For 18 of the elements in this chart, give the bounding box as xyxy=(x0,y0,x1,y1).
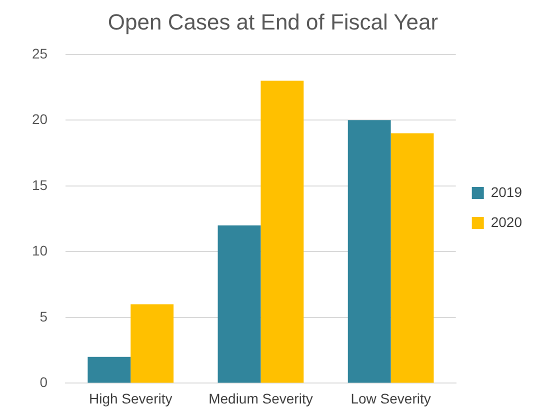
legend-label: 2020 xyxy=(490,214,522,230)
bar xyxy=(218,225,261,383)
bar xyxy=(260,80,304,383)
y-tick-label: 0 xyxy=(40,374,48,390)
y-tick-label: 25 xyxy=(32,45,48,62)
x-tick-label: Low Severity xyxy=(350,390,431,406)
bar xyxy=(348,120,391,383)
x-tick-label: High Severity xyxy=(88,390,172,406)
y-tick-label: 15 xyxy=(32,176,48,193)
bar xyxy=(390,133,434,383)
legend-label: 2019 xyxy=(490,184,522,200)
chart-title: Open Cases at End of Fiscal Year xyxy=(108,9,438,34)
bar xyxy=(130,304,174,383)
y-tick-label: 10 xyxy=(32,242,48,259)
y-tick-label: 5 xyxy=(40,308,48,324)
bar xyxy=(88,356,131,383)
y-tick-label: 20 xyxy=(32,111,48,128)
x-tick-label: Medium Severity xyxy=(208,390,313,406)
